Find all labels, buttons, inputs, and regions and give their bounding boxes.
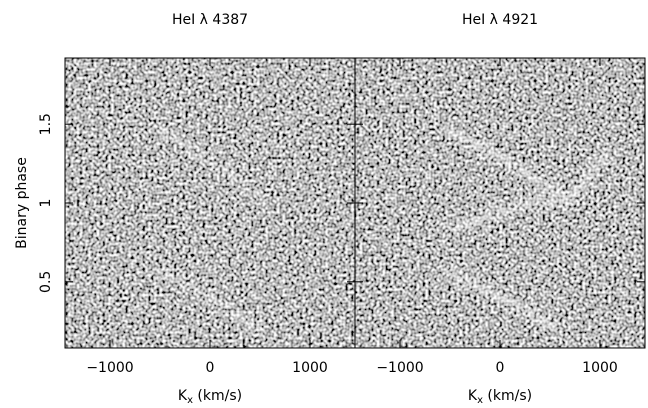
x-tick-label: 1000 — [292, 360, 328, 376]
x-axis-label-part: K — [178, 388, 188, 404]
x-axis-label-part: K — [468, 388, 478, 404]
x-axis-label: Kx (km/s) — [468, 388, 532, 406]
y-axis-label: Binary phase — [14, 157, 30, 249]
x-axis-label-part: x — [477, 395, 483, 406]
panel-title: HeI λ 4921 — [462, 12, 538, 28]
x-tick-label: 1000 — [582, 360, 618, 376]
x-tick-label: 0 — [496, 360, 505, 376]
y-tick-label: 1 — [38, 199, 54, 208]
panel-title: HeI λ 4387 — [172, 12, 248, 28]
x-axis-label: Kx (km/s) — [178, 388, 242, 406]
y-tick-label: 1.5 — [38, 113, 54, 135]
x-axis-label-part: (km/s) — [483, 388, 532, 404]
x-axis-label-part: x — [187, 395, 193, 406]
x-axis-label-part: (km/s) — [193, 388, 242, 404]
x-tick-label: −1000 — [376, 360, 423, 376]
panel-image — [355, 58, 645, 348]
x-tick-label: −1000 — [86, 360, 133, 376]
y-tick-label: 0.5 — [38, 271, 54, 293]
panel-image — [65, 58, 355, 348]
x-tick-label: 0 — [206, 360, 215, 376]
